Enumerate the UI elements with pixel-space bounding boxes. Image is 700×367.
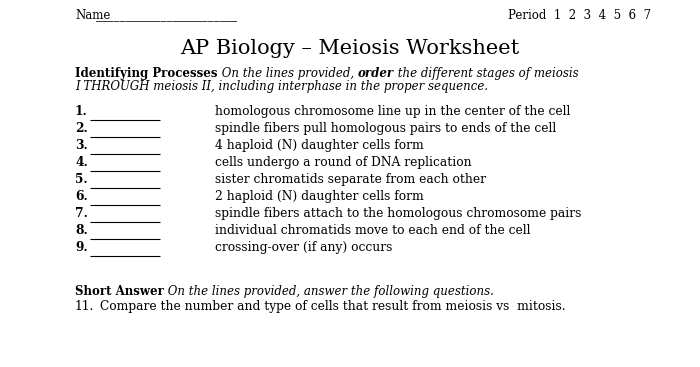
Text: 2 haploid (N) daughter cells form: 2 haploid (N) daughter cells form xyxy=(215,190,424,203)
Text: Name: Name xyxy=(75,9,111,22)
Text: spindle fibers attach to the homologous chromosome pairs: spindle fibers attach to the homologous … xyxy=(215,207,582,220)
Text: crossing-over (if any) occurs: crossing-over (if any) occurs xyxy=(215,241,393,254)
Text: 4.: 4. xyxy=(75,156,88,169)
Text: 7.: 7. xyxy=(75,207,88,220)
Text: 6.: 6. xyxy=(75,190,88,203)
Text: 5.: 5. xyxy=(75,173,88,186)
Text: Compare the number and type of cells that result from meiosis vs  mitosis.: Compare the number and type of cells tha… xyxy=(100,300,566,313)
Text: sister chromatids separate from each other: sister chromatids separate from each oth… xyxy=(215,173,486,186)
Text: Period  1  2  3  4  5  6  7: Period 1 2 3 4 5 6 7 xyxy=(508,9,651,22)
Text: cells undergo a round of DNA replication: cells undergo a round of DNA replication xyxy=(215,156,472,169)
Text: I THROUGH meiosis II, including interphase in the proper sequence.: I THROUGH meiosis II, including interpha… xyxy=(75,80,488,93)
Text: spindle fibers pull homologous pairs to ends of the cell: spindle fibers pull homologous pairs to … xyxy=(215,122,556,135)
Text: Short Answer: Short Answer xyxy=(75,285,164,298)
Text: individual chromatids move to each end of the cell: individual chromatids move to each end o… xyxy=(215,224,531,237)
Text: 11.: 11. xyxy=(75,300,94,313)
Text: order: order xyxy=(358,67,393,80)
Text: 9.: 9. xyxy=(75,241,88,254)
Text: Identifying Processes: Identifying Processes xyxy=(75,67,218,80)
Text: 2.: 2. xyxy=(75,122,88,135)
Text: 8.: 8. xyxy=(75,224,88,237)
Text: 3.: 3. xyxy=(75,139,88,152)
Text: On the lines provided,: On the lines provided, xyxy=(218,67,358,80)
Text: On the lines provided, answer the following questions.: On the lines provided, answer the follow… xyxy=(164,285,494,298)
Text: AP Biology – Meiosis Worksheet: AP Biology – Meiosis Worksheet xyxy=(181,39,519,58)
Text: the different stages of meiosis: the different stages of meiosis xyxy=(393,67,578,80)
Text: 4 haploid (N) daughter cells form: 4 haploid (N) daughter cells form xyxy=(215,139,424,152)
Text: ________________________: ________________________ xyxy=(96,9,237,22)
Text: homologous chromosome line up in the center of the cell: homologous chromosome line up in the cen… xyxy=(215,105,570,118)
Text: 1.: 1. xyxy=(75,105,88,118)
